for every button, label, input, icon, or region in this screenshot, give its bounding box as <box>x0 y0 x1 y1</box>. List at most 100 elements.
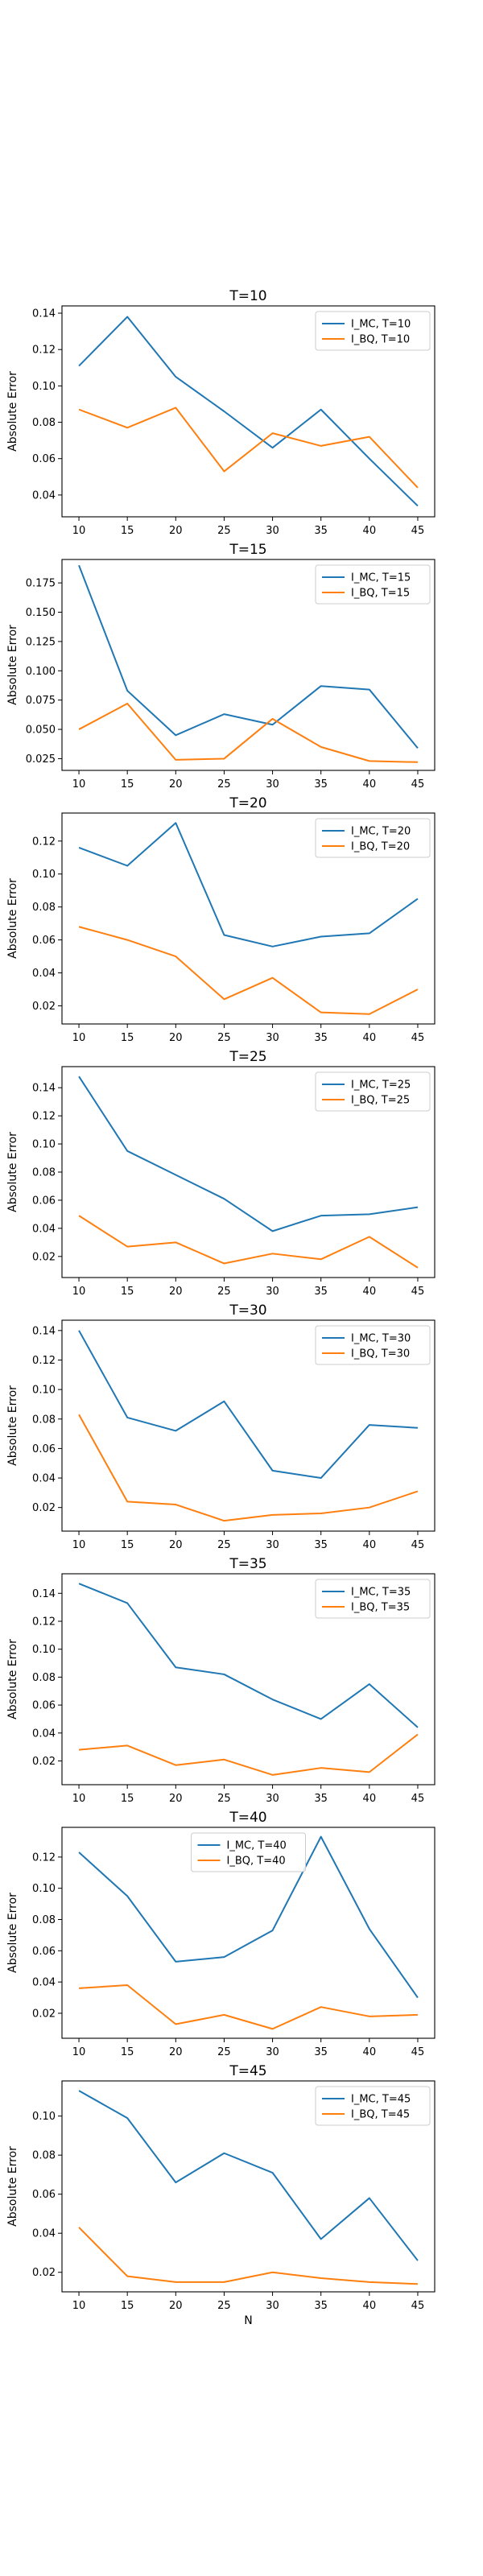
series-line-mc <box>78 1075 419 1232</box>
x-tick-label: 20 <box>169 1539 183 1551</box>
legend-box <box>315 1071 431 1112</box>
x-tick-label: 15 <box>121 1539 134 1551</box>
x-tick-label: 45 <box>411 1032 425 1044</box>
legend-label: I_BQ, T=10 <box>351 334 410 346</box>
x-tick-label: 10 <box>72 525 86 537</box>
series-line-mc <box>78 822 419 947</box>
x-tick-label: 40 <box>363 1032 377 1044</box>
x-tick-label: 45 <box>411 2300 425 2312</box>
legend-label: I_BQ, T=45 <box>351 2109 410 2121</box>
legend-box <box>315 1325 431 1365</box>
y-axis-label: Absolute Error <box>6 1385 19 1466</box>
chart-title: T=15 <box>229 542 266 558</box>
y-tick-label: 0.12 <box>32 836 56 848</box>
y-axis-label: Absolute Error <box>6 2146 19 2227</box>
x-tick-label: 40 <box>363 778 377 791</box>
x-tick-label: 10 <box>72 1032 86 1044</box>
x-tick-label: 15 <box>121 1032 134 1044</box>
y-tick-label: 0.100 <box>26 666 56 678</box>
x-tick-label: 30 <box>266 778 279 791</box>
x-tick-label: 20 <box>169 525 183 537</box>
y-tick-label: 0.075 <box>26 695 56 707</box>
x-tick-label: 15 <box>121 2300 134 2312</box>
x-tick-label: 45 <box>411 1793 425 1805</box>
x-tick-label: 10 <box>72 1793 86 1805</box>
legend: I_MC, T=40 I_BQ, T=40 <box>191 1832 306 1872</box>
x-tick-label: 40 <box>363 525 377 537</box>
x-tick-label: 20 <box>169 1286 183 1298</box>
x-tick-label: 25 <box>217 1286 231 1298</box>
x-tick-label: 40 <box>363 2046 377 2058</box>
legend-label: I_BQ, T=20 <box>351 841 410 853</box>
chart-title: T=45 <box>229 2063 266 2079</box>
y-tick-label: 0.12 <box>32 1355 56 1367</box>
series-line-bq <box>78 1215 419 1269</box>
x-tick-label: 30 <box>266 2046 279 2058</box>
y-tick-label: 0.04 <box>32 1223 56 1235</box>
axes-frame <box>61 812 436 1025</box>
x-tick-label: 35 <box>314 778 328 791</box>
series-line-bq <box>78 1984 418 2030</box>
chart-0: T=10 0.04 0.06 0.08 0.10 0.12 0.14 10 15 20 25 30 35… <box>6 288 436 537</box>
legend: I_MC, T=10 I_BQ, T=10 <box>315 311 431 351</box>
y-tick-label: 0.02 <box>32 1001 56 1013</box>
legend: I_MC, T=20 I_BQ, T=20 <box>315 818 431 858</box>
x-tick-label: 10 <box>72 778 86 791</box>
x-tick-label: 30 <box>266 1539 279 1551</box>
chart-title: T=35 <box>229 1556 266 1572</box>
y-tick-label: 0.10 <box>32 1644 56 1656</box>
x-tick-label: 20 <box>169 2046 183 2058</box>
x-tick-label: 40 <box>363 1286 377 1298</box>
series-line-mc <box>78 1583 419 1728</box>
axes-frame <box>61 2080 436 2293</box>
y-tick-label: 0.08 <box>32 1672 56 1684</box>
x-axis-label: N <box>244 2314 252 2327</box>
x-tick-label: 40 <box>363 1793 377 1805</box>
y-tick-label: 0.14 <box>32 1588 56 1600</box>
x-tick-label: 25 <box>217 778 231 791</box>
legend: I_MC, T=15 I_BQ, T=15 <box>315 564 431 605</box>
x-tick-label: 20 <box>169 1032 183 1044</box>
series-line-mc <box>78 2090 419 2261</box>
legend-box <box>315 1579 431 1619</box>
axes-frame <box>61 1319 436 1532</box>
y-tick-label: 0.06 <box>32 935 56 947</box>
x-tick-label: 10 <box>72 2300 86 2312</box>
legend-label: I_MC, T=25 <box>351 1080 411 1092</box>
legend: I_MC, T=45 I_BQ, T=45 <box>315 2086 431 2126</box>
y-tick-label: 0.06 <box>32 1443 56 1455</box>
x-tick-label: 25 <box>217 2300 231 2312</box>
y-tick-label: 0.08 <box>32 417 56 429</box>
x-tick-label: 35 <box>314 1032 328 1044</box>
x-tick-label: 15 <box>121 1286 134 1298</box>
y-tick-label: 0.10 <box>32 2111 56 2123</box>
y-tick-label: 0.14 <box>32 1325 56 1337</box>
chart-4: T=30 0.02 0.04 0.06 0.08 0.10 0.12 0.14 10 15 20 25… <box>6 1302 436 1551</box>
series-line-bq <box>78 1733 419 1776</box>
x-tick-label: 15 <box>121 778 134 791</box>
axes-frame <box>61 1827 436 2039</box>
y-axis-label: Absolute Error <box>6 878 19 959</box>
legend-label: I_MC, T=35 <box>351 1587 411 1599</box>
y-tick-label: 0.10 <box>32 869 56 881</box>
legend-label: I_MC, T=10 <box>351 319 411 331</box>
y-tick-label: 0.02 <box>32 2267 56 2279</box>
legend-box <box>315 311 431 351</box>
y-tick-label: 0.06 <box>32 1700 56 1712</box>
y-tick-label: 0.06 <box>32 1195 56 1207</box>
x-tick-label: 40 <box>363 1539 377 1551</box>
y-tick-label: 0.06 <box>32 453 56 465</box>
y-tick-label: 0.10 <box>32 1883 56 1895</box>
y-tick-label: 0.06 <box>32 2189 56 2201</box>
y-axis-label: Absolute Error <box>6 1132 19 1212</box>
y-tick-label: 0.12 <box>32 1111 56 1123</box>
series-line-bq <box>78 703 418 763</box>
y-tick-label: 0.12 <box>32 345 56 357</box>
legend-label: I_MC, T=30 <box>351 1333 411 1345</box>
x-tick-label: 10 <box>72 1286 86 1298</box>
x-tick-label: 45 <box>411 1286 425 1298</box>
y-tick-label: 0.050 <box>26 724 56 737</box>
legend-label: I_BQ, T=25 <box>351 1095 410 1107</box>
axes-frame <box>61 1573 436 1785</box>
